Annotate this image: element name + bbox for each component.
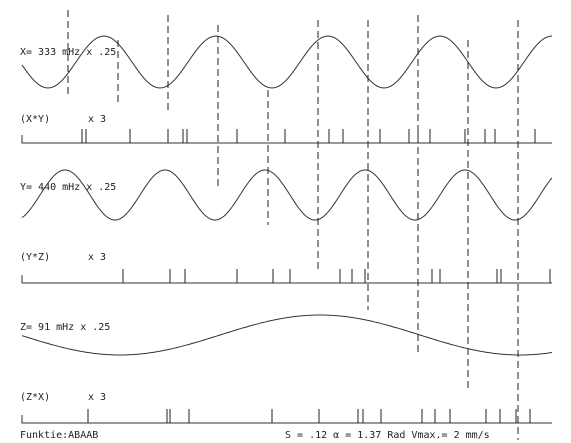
baseline: [21, 415, 552, 424]
baseline: [21, 135, 552, 144]
trace-label: (X*Y): [20, 114, 50, 125]
trace-gain: x 3: [88, 392, 106, 403]
trace-label: Z= 91 mHz x .25: [20, 322, 110, 333]
baseline: [21, 275, 552, 284]
trace-label: X= 333 mHz x .25: [20, 47, 116, 58]
trace-label: Y= 440 mHz x .25: [20, 182, 116, 193]
trace-label: (Z*X): [20, 392, 50, 403]
parameters: S = .12 α = 1.37 Rad Vmax.= 2 mm/s: [285, 430, 490, 441]
waveform: [21, 314, 553, 356]
function-label: Funktie:ABAAB: [20, 430, 98, 441]
trace-label: (Y*Z): [20, 252, 50, 263]
waveform: [21, 35, 553, 89]
trace-gain: x 3: [88, 252, 106, 263]
waveform: [21, 169, 553, 221]
trace-gain: x 3: [88, 114, 106, 125]
